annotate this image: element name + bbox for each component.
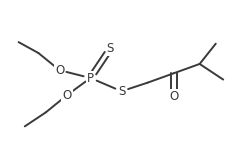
Text: P: P [87,71,94,85]
Text: O: O [55,64,64,77]
Text: S: S [118,85,125,98]
Text: O: O [62,89,72,102]
Text: S: S [107,42,114,55]
Text: O: O [169,90,178,103]
